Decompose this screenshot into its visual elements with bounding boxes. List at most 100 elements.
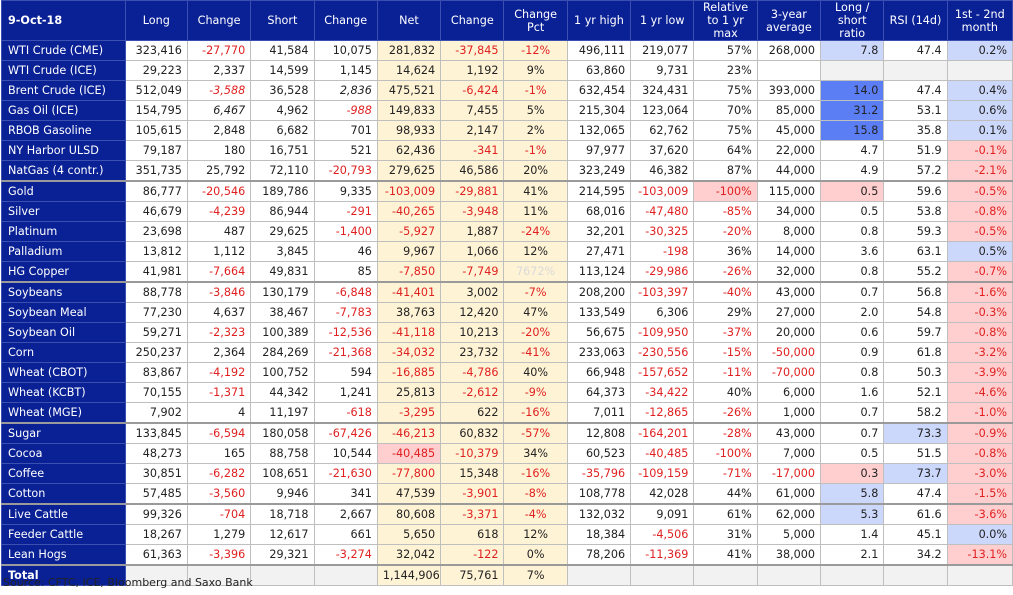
table-cell: 0.5 [820, 201, 885, 222]
table-cell: -3,274 [313, 544, 378, 566]
table-cell: -24% [503, 221, 568, 242]
table-cell: 132,065 [566, 120, 632, 141]
table-cell: 57% [693, 40, 758, 61]
table-cell: -3,948 [440, 201, 505, 222]
table-row: Lean Hogs 61,363 -3,396 29,321 -3,274 32,042-… [1, 544, 1013, 566]
table-cell: -29,986 [630, 261, 695, 283]
table-cell: -0.8% [946, 201, 1013, 222]
table-cell: 30,851 [124, 463, 188, 484]
table-cell: 54.8 [883, 302, 948, 323]
table-cell: -3,396 [186, 544, 252, 566]
table-cell: 53.1 [883, 100, 948, 121]
col-3yr-average: 3-year average [756, 0, 822, 41]
table-row: Feeder Cattle 18,267 1,279 12,617 661 5,650 61… [1, 524, 1013, 545]
table-cell: 284,269 [250, 342, 315, 363]
table-cell: -50,000 [756, 342, 822, 363]
commodity-label: Soybean Meal [1, 302, 126, 323]
table-cell: -988 [313, 100, 378, 121]
table-cell: 2,836 [313, 80, 378, 101]
table-cell: 11% [503, 201, 568, 222]
table-cell: 38,763 [376, 302, 442, 323]
table-cell [756, 60, 822, 81]
table-cell: 77,230 [124, 302, 188, 323]
table-cell: 87% [693, 160, 758, 182]
col-change-pct: Change Pct [503, 0, 568, 41]
table-cell: 53.8 [883, 201, 948, 222]
table-cell: 12% [503, 241, 568, 262]
col-long: Long [124, 0, 188, 41]
table-cell: -1,400 [313, 221, 378, 242]
table-cell: 46,679 [124, 201, 188, 222]
table-cell: -20,546 [186, 180, 252, 202]
table-cell: -4,239 [186, 201, 252, 222]
table-cell: 661 [313, 524, 378, 545]
table-cell: -3,371 [440, 503, 505, 525]
table-cell: -1.5% [946, 483, 1013, 505]
commodity-label: Wheat (KCBT) [1, 382, 126, 403]
table-cell: -85% [693, 201, 758, 222]
table-cell: -20% [503, 322, 568, 343]
table-cell: 98,933 [376, 120, 442, 141]
table-cell: 64% [693, 140, 758, 161]
table-cell: 60,523 [566, 443, 632, 464]
table-cell: 97,977 [566, 140, 632, 161]
table-cell: -103,009 [630, 180, 695, 202]
table-cell: -230,556 [630, 342, 695, 363]
table-cell: 4,637 [186, 302, 252, 323]
table-cell: -618 [313, 402, 378, 424]
table-cell: 2,848 [186, 120, 252, 141]
table-cell: -2.1% [946, 160, 1013, 182]
table-cell: 46 [313, 241, 378, 262]
table-cell: 32,201 [566, 221, 632, 242]
table-cell: -109,950 [630, 322, 695, 343]
table-cell: 49,831 [250, 261, 315, 283]
table-cell: 9% [503, 60, 568, 81]
table-cell: 323,416 [124, 40, 188, 61]
table-cell: -6,594 [186, 422, 252, 444]
table-cell: -4,506 [630, 524, 695, 545]
table-cell: 59.7 [883, 322, 948, 343]
table-cell: 51.9 [883, 140, 948, 161]
table-row: Soybeans 88,778 -3,846 130,179 -6,848 -41,401… [1, 281, 1013, 303]
table-cell: 6,306 [630, 302, 695, 323]
table-cell: -77,800 [376, 463, 442, 484]
table-cell: 40% [693, 382, 758, 403]
table-cell: 45.1 [883, 524, 948, 545]
table-row: Gas Oil (ICE) 154,795 6,467 4,962 -988 149,83… [1, 100, 1013, 121]
table-cell: 7.8 [820, 40, 885, 61]
table-cell: -7,664 [186, 261, 252, 283]
total-row: Total 1,144,906 75,761 7% [1, 564, 1013, 586]
table-cell: 47% [503, 302, 568, 323]
table-cell: 1,279 [186, 524, 252, 545]
table-cell: 61% [693, 503, 758, 525]
table-row: Gold 86,777 -20,546 189,786 9,335 -103,009 -29… [1, 180, 1013, 202]
table-cell: 154,795 [124, 100, 188, 121]
table-row: Soybean Meal 77,230 4,637 38,467 -7,783 38,76… [1, 302, 1013, 323]
table-cell: -34,032 [376, 342, 442, 363]
table-cell: 180 [186, 140, 252, 161]
table-cell: 512,049 [124, 80, 188, 101]
table-row: Wheat (MGE) 7,902 4 11,197 -618 -3,295 622 -16%… [1, 402, 1013, 424]
table-cell: 1,112 [186, 241, 252, 262]
table-cell: 5.8 [820, 483, 885, 505]
table-cell: 48,273 [124, 443, 188, 464]
table-cell: 46,382 [630, 160, 695, 182]
commodity-label: Palladium [1, 241, 126, 262]
table-cell: 100,752 [250, 362, 315, 383]
table-cell: 15.8 [820, 120, 885, 141]
table-cell: 1,887 [440, 221, 505, 242]
table-cell: 622 [440, 402, 505, 424]
commodity-label: Lean Hogs [1, 544, 126, 566]
table-cell: 10,213 [440, 322, 505, 343]
table-row: Cocoa 48,273 165 88,758 10,544 -40,485 -10,379… [1, 443, 1013, 464]
col-net-change: Change [440, 0, 505, 41]
table-cell: 250,237 [124, 342, 188, 363]
table-cell: 0.7 [820, 402, 885, 424]
table-cell: -13.1% [946, 544, 1013, 566]
table-cell: 18,718 [250, 503, 315, 525]
table-cell: 27,000 [756, 302, 822, 323]
table-cell: 0.5 [820, 443, 885, 464]
table-cell: 23% [693, 60, 758, 81]
table-cell: -122 [440, 544, 505, 566]
table-cell: 14.0 [820, 80, 885, 101]
